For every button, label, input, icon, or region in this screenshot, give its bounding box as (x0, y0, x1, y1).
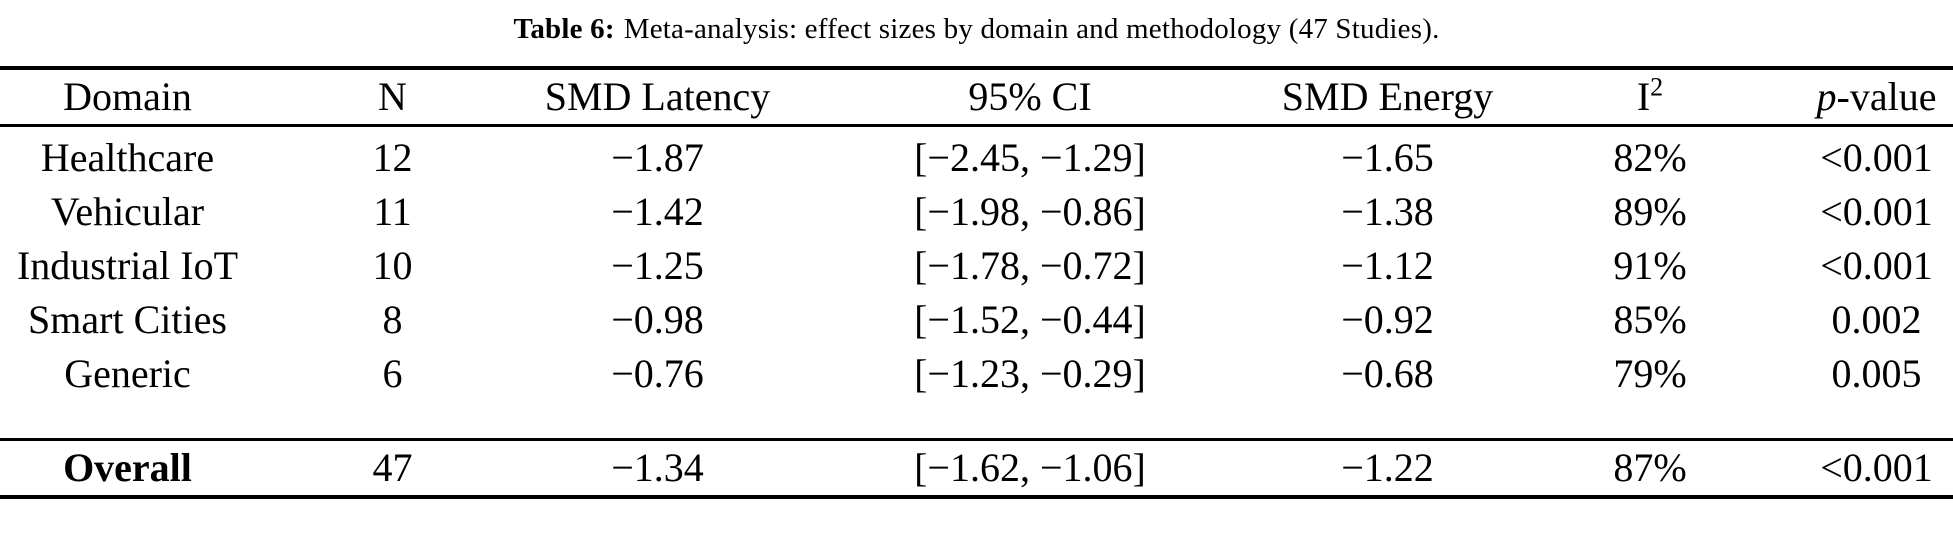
table-row-smart-cities: Smart Cities 8 −0.98 [−1.52, −0.44] −0.9… (0, 293, 1953, 347)
cell-n: 8 (382, 297, 403, 342)
table-row-industrial-iot: Industrial IoT 10 −1.25 [−1.78, −0.72] −… (0, 239, 1953, 293)
i2-base: I (1636, 74, 1651, 119)
table-row-vehicular: Vehicular 11 −1.42 [−1.98, −0.86] −1.38 … (0, 185, 1953, 239)
cell-domain: Generic (64, 351, 191, 396)
i2-superscript: 2 (1650, 72, 1664, 102)
cell-p-value: <0.001 (1820, 189, 1933, 234)
cell-p-value: <0.001 (1820, 135, 1933, 180)
col-header-smd-energy: SMD Energy (1275, 68, 1500, 127)
caption-label: Table 6: (513, 13, 615, 45)
cell-smd-latency: −1.34 (530, 438, 785, 497)
cell-smd-energy: −1.38 (1341, 189, 1434, 234)
cell-ci: [−1.62, −1.06] (785, 438, 1275, 497)
caption-text: Meta-analysis: effect sizes by domain an… (623, 13, 1440, 45)
cell-ci: [−1.98, −0.86] (914, 189, 1146, 234)
cell-domain: Vehicular (50, 189, 205, 234)
cell-ci: [−1.78, −0.72] (914, 243, 1146, 288)
cell-smd-energy: −1.12 (1341, 243, 1434, 288)
header-row: Domain N SMD Latency 95% CI SMD Energy I… (0, 68, 1953, 127)
table-body: Healthcare 12 −1.87 [−2.45, −1.29] −1.65… (0, 126, 1953, 440)
cell-smd-latency: −1.87 (611, 135, 704, 180)
cell-smd-energy: −1.65 (1341, 135, 1434, 180)
cell-i2: 85% (1613, 297, 1687, 342)
cell-ci: [−2.45, −1.29] (914, 135, 1146, 180)
table-caption: Table 6: Meta-analysis: effect sizes by d… (0, 0, 1953, 66)
cell-domain-overall: Overall (0, 438, 255, 497)
cell-smd-energy: −1.22 (1275, 438, 1500, 497)
col-header-domain: Domain (0, 68, 255, 127)
p-italic: p (1816, 74, 1837, 119)
cell-smd-latency: −1.25 (611, 243, 704, 288)
cell-domain: Smart Cities (28, 297, 227, 342)
cell-n: 6 (382, 351, 403, 396)
cell-domain: Industrial IoT (16, 243, 239, 288)
cell-ci: [−1.23, −0.29] (914, 351, 1146, 396)
cell-n: 11 (373, 189, 412, 234)
cell-i2: 89% (1613, 189, 1687, 234)
col-header-n: N (255, 68, 530, 127)
col-header-i2: I2 (1500, 68, 1800, 127)
cell-smd-energy: −0.68 (1341, 351, 1434, 396)
cell-p-value: <0.001 (1800, 438, 1953, 497)
cell-smd-latency: −0.76 (611, 351, 704, 396)
col-header-p-value: p-value (1800, 68, 1953, 127)
cell-smd-latency: −0.98 (611, 297, 704, 342)
cell-i2: 79% (1613, 351, 1687, 396)
cell-smd-energy: −0.92 (1341, 297, 1434, 342)
cell-n: 47 (255, 438, 530, 497)
cell-n: 10 (372, 243, 413, 288)
cell-n: 12 (372, 135, 413, 180)
cell-p-value: 0.005 (1831, 351, 1922, 396)
meta-analysis-table: Domain N SMD Latency 95% CI SMD Energy I… (0, 66, 1953, 499)
table-footer: Overall 47 −1.34 [−1.62, −1.06] −1.22 87… (0, 438, 1953, 497)
cell-i2: 82% (1613, 135, 1687, 180)
table-row-overall: Overall 47 −1.34 [−1.62, −1.06] −1.22 87… (0, 438, 1953, 497)
cell-ci: [−1.52, −0.44] (914, 297, 1146, 342)
p-value-rest: -value (1836, 74, 1937, 119)
col-header-ci: 95% CI (785, 68, 1275, 127)
col-header-smd-latency: SMD Latency (530, 68, 785, 127)
cell-i2: 91% (1613, 243, 1687, 288)
cell-smd-latency: −1.42 (611, 189, 704, 234)
cell-domain: Healthcare (40, 135, 215, 180)
cell-i2: 87% (1500, 438, 1800, 497)
cell-p-value: 0.002 (1831, 297, 1922, 342)
table-header-row: Domain N SMD Latency 95% CI SMD Energy I… (0, 68, 1953, 127)
table-row-healthcare: Healthcare 12 −1.87 [−2.45, −1.29] −1.65… (0, 126, 1953, 186)
cell-p-value: <0.001 (1820, 243, 1933, 288)
table-row-generic: Generic 6 −0.76 [−1.23, −0.29] −0.68 79%… (0, 347, 1953, 440)
